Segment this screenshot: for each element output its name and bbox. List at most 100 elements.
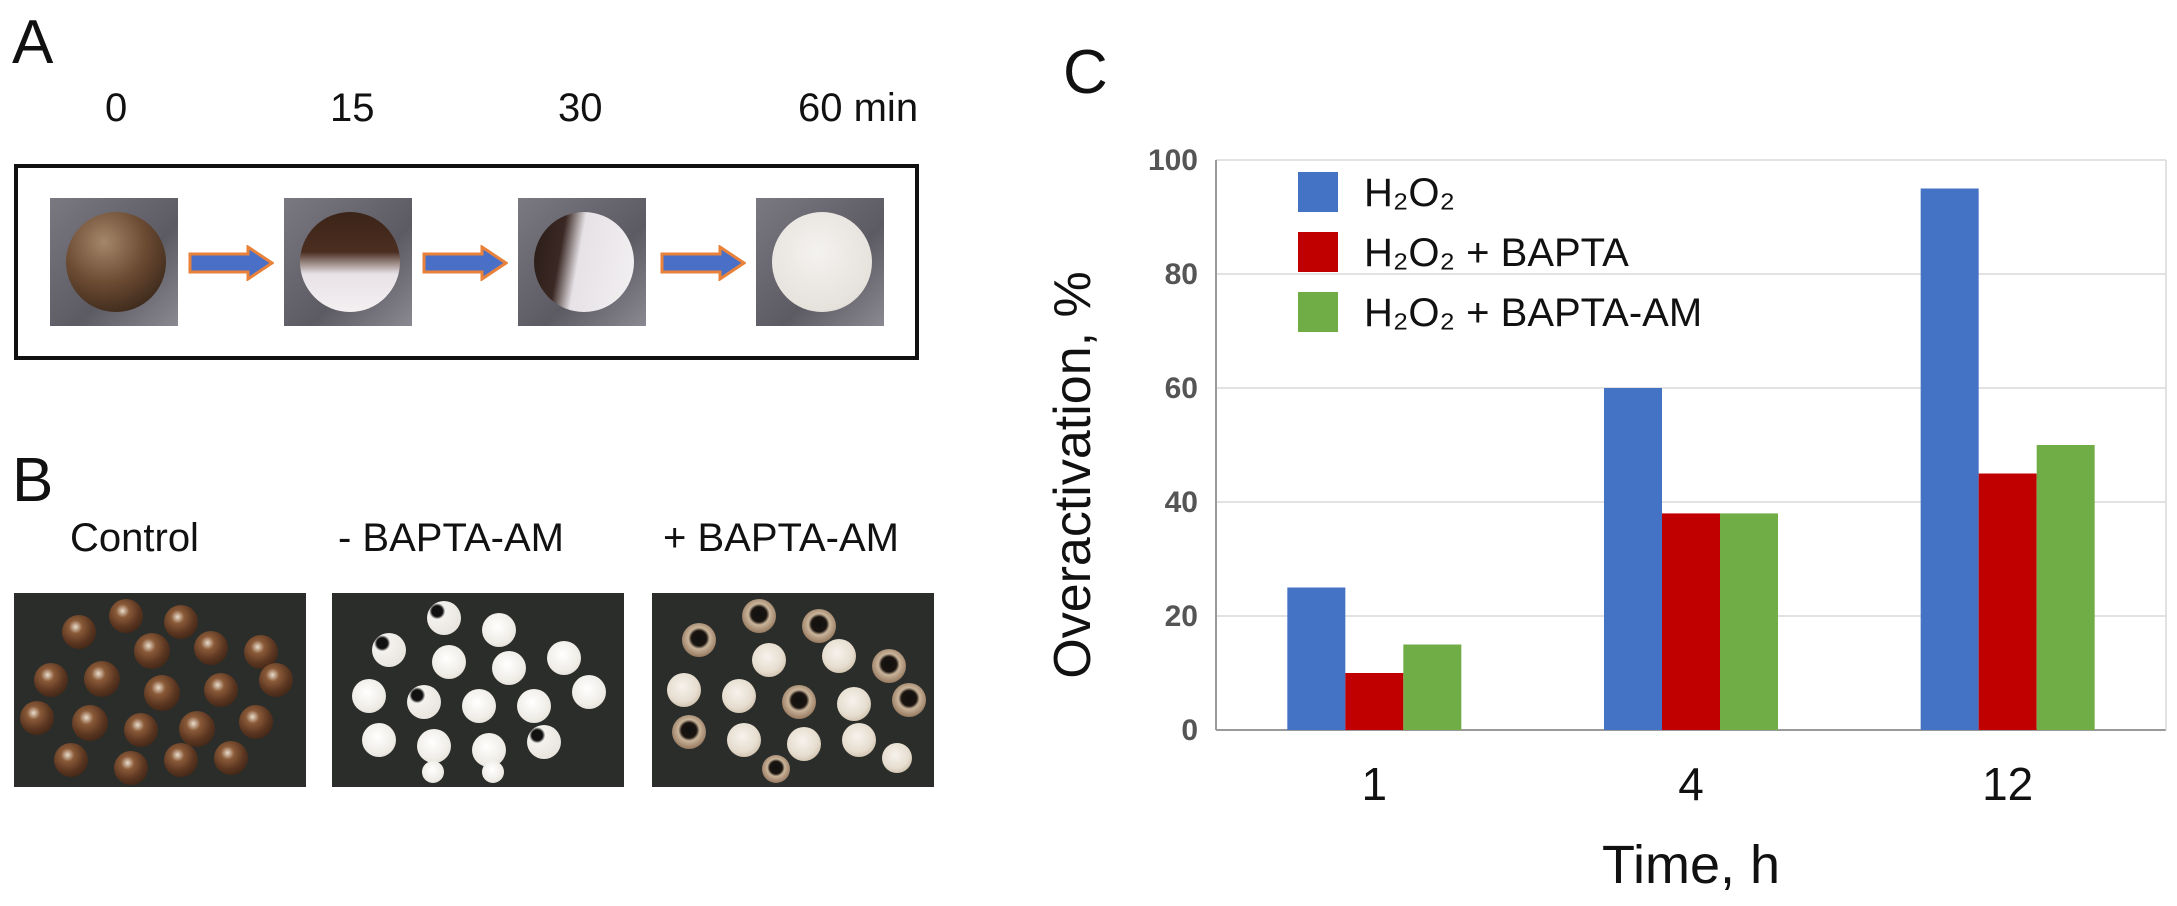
egg-bead (54, 743, 88, 777)
time-label-15: 15 (330, 86, 375, 130)
egg-bead (782, 685, 816, 719)
bar (1345, 673, 1404, 730)
egg-bead (482, 613, 516, 647)
bar (1604, 388, 1662, 730)
bar (1920, 188, 1979, 730)
egg-bead (34, 663, 68, 697)
egg-bead (20, 701, 54, 735)
y-tick-label: 100 (1148, 144, 1198, 177)
x-tick-label: 4 (1678, 758, 1704, 810)
egg-bead (837, 687, 871, 721)
egg-bead (134, 633, 170, 669)
y-tick-label: 0 (1181, 714, 1198, 747)
egg-bead (62, 615, 96, 649)
egg-bead (179, 711, 215, 747)
egg-image-0min (50, 198, 178, 326)
arrow-icon (660, 245, 746, 281)
bar (1287, 587, 1346, 730)
egg-bead (752, 643, 786, 677)
egg-bead (892, 683, 926, 717)
condition-label-plus-bapta-am: + BAPTA-AM (663, 516, 899, 560)
bar (1403, 644, 1462, 730)
egg-bead (407, 685, 441, 719)
arrow-icon (188, 245, 274, 281)
egg-bead (517, 689, 551, 723)
egg-bead (124, 713, 158, 747)
bar (1978, 473, 2037, 730)
egg-bead (572, 675, 606, 709)
egg-bead (84, 661, 120, 697)
egg-bead (422, 761, 444, 783)
x-axis-label: Time, h (1602, 835, 1780, 895)
panel-c-letter: C (1063, 38, 1108, 107)
bar-chart: 0 20 40 60 80 100 1 4 12 Overactivation, % Time… (1044, 144, 2167, 895)
panel-a-frame (14, 164, 919, 360)
egg-bead (462, 689, 496, 723)
egg-bead (872, 649, 906, 683)
egg-bead (667, 673, 701, 707)
egg-bead (787, 727, 821, 761)
y-tick-label: 60 (1165, 372, 1198, 405)
egg-photo-minus-bapta-am (332, 593, 624, 787)
egg-bead (164, 743, 198, 777)
egg-bead (432, 645, 466, 679)
egg-bead (822, 639, 856, 673)
egg-bead (547, 641, 581, 675)
egg-bead (882, 743, 912, 773)
time-label-60: 60 min (798, 86, 919, 130)
egg-bead (362, 723, 396, 757)
legend-swatch (1298, 232, 1338, 272)
egg-bead (144, 675, 180, 711)
egg-bead (114, 751, 148, 785)
egg-bead (682, 623, 716, 657)
y-tick-label: 40 (1165, 486, 1198, 519)
egg-bead (722, 679, 756, 713)
egg-photo-control (14, 593, 306, 787)
panel-b-letter: B (12, 446, 54, 515)
y-tick-label: 80 (1165, 258, 1198, 291)
egg-bead (727, 723, 761, 757)
y-tick-label: 20 (1165, 600, 1198, 633)
egg-bead (72, 705, 108, 741)
egg-bead (842, 723, 876, 757)
egg-bead (417, 729, 451, 763)
egg-bead (109, 599, 143, 633)
egg-bead (672, 715, 706, 749)
time-label-0: 0 (105, 86, 128, 130)
egg-bead (802, 609, 836, 643)
legend-swatch (1298, 172, 1338, 212)
egg-bead (194, 631, 228, 665)
egg-bead (372, 633, 406, 667)
egg-bead (527, 725, 561, 759)
egg-bead (762, 755, 790, 783)
condition-label-control: Control (70, 516, 199, 560)
legend-label: H₂O₂ (1364, 171, 1455, 215)
egg-bead (352, 679, 386, 713)
egg-image-30min (518, 198, 646, 326)
egg-bead (164, 605, 198, 639)
egg-bead (239, 705, 273, 739)
egg-bead (427, 601, 461, 635)
egg-bead (214, 741, 248, 775)
bar (2036, 445, 2095, 730)
y-axis-label: Overactivation, % (1044, 271, 1102, 679)
egg-bead (492, 651, 526, 685)
condition-label-minus-bapta-am: - BAPTA-AM (338, 516, 564, 560)
bar (1662, 513, 1720, 730)
x-tick-label: 1 (1362, 758, 1388, 810)
egg-bead (259, 663, 293, 697)
time-label-30: 30 (558, 86, 603, 130)
egg-bead (204, 673, 238, 707)
x-tick-label: 12 (1982, 758, 2033, 810)
egg-bead (742, 599, 776, 633)
panel-a-letter: A (12, 8, 54, 77)
egg-image-60min (756, 198, 884, 326)
legend-label: H₂O₂ + BAPTA (1364, 231, 1629, 275)
chart-legend: H₂O₂ H₂O₂ + BAPTA H₂O₂ + BAPTA-AM (1298, 171, 1702, 335)
egg-image-15min (284, 198, 412, 326)
legend-label: H₂O₂ + BAPTA-AM (1364, 291, 1702, 335)
arrow-icon (422, 245, 508, 281)
legend-swatch (1298, 292, 1338, 332)
egg-photo-plus-bapta-am (652, 593, 934, 787)
bar (1720, 513, 1778, 730)
